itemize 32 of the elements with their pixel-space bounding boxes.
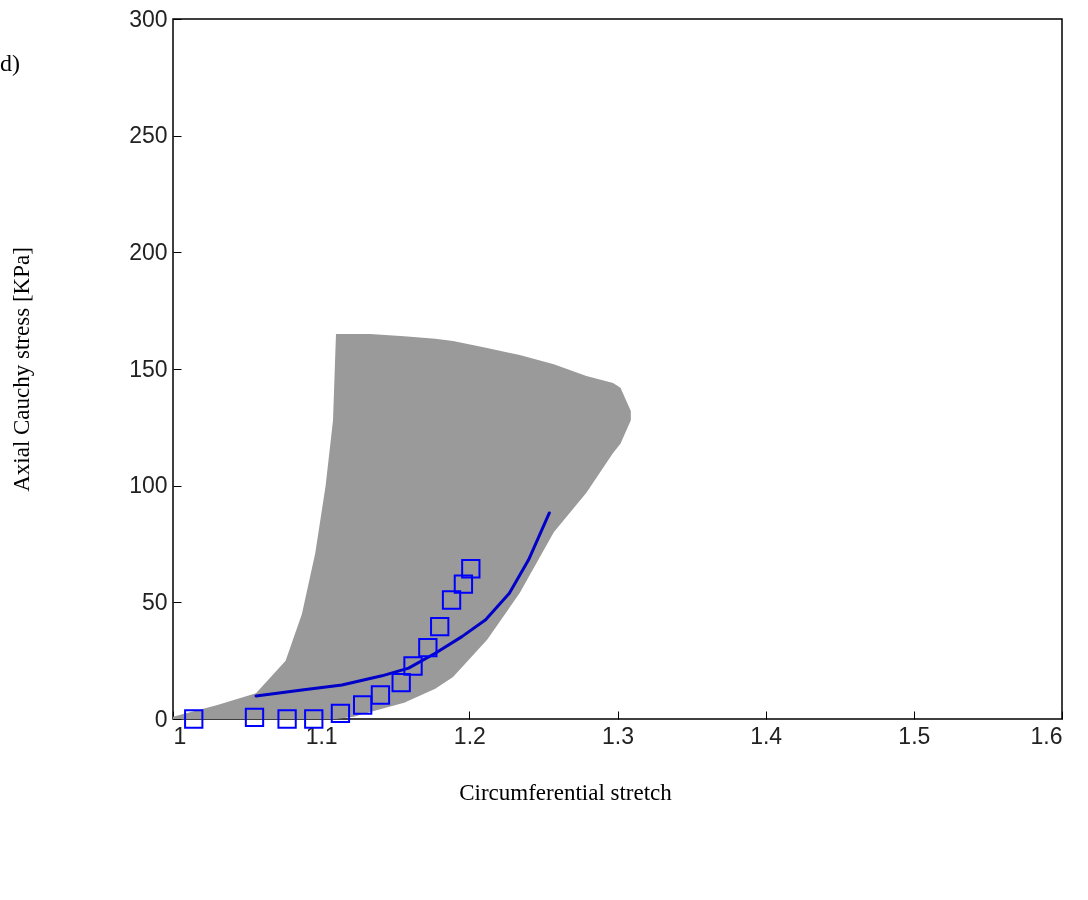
y-tick-label: 300 [129,5,168,32]
point [244,707,265,728]
y-tick-label: 50 [141,588,168,615]
x-axis-title: Circumferential stretch [459,779,673,805]
point [352,695,373,715]
point [304,709,324,729]
y-axis-title: Axial Cauchy stress [KPa] [9,247,35,492]
point [330,703,351,724]
x-tick-label: 1.6 [1030,722,1063,749]
point [430,616,450,637]
point [453,574,474,594]
point [391,672,411,693]
point [370,685,391,705]
y-tick-label: 100 [129,472,168,499]
point [441,590,462,610]
point [277,709,297,729]
y-tick-label: 150 [129,355,168,382]
point [461,559,481,579]
y-tick-label: 200 [129,238,168,265]
text: d) [0,50,20,77]
x-tick-label: 1.4 [750,722,783,749]
x-tick-label: 1.1 [305,722,338,749]
point [403,656,423,676]
x-tick-label: 1.5 [898,722,931,749]
x-tick-label: 1 [173,722,187,749]
y-tick-label: 250 [129,122,168,149]
point [184,709,204,729]
point [418,637,438,658]
y-tick-label: 0 [154,705,168,732]
x-tick-label: 1.2 [453,722,486,749]
line-series [254,511,551,698]
x-tick-label: 1.3 [602,722,634,749]
